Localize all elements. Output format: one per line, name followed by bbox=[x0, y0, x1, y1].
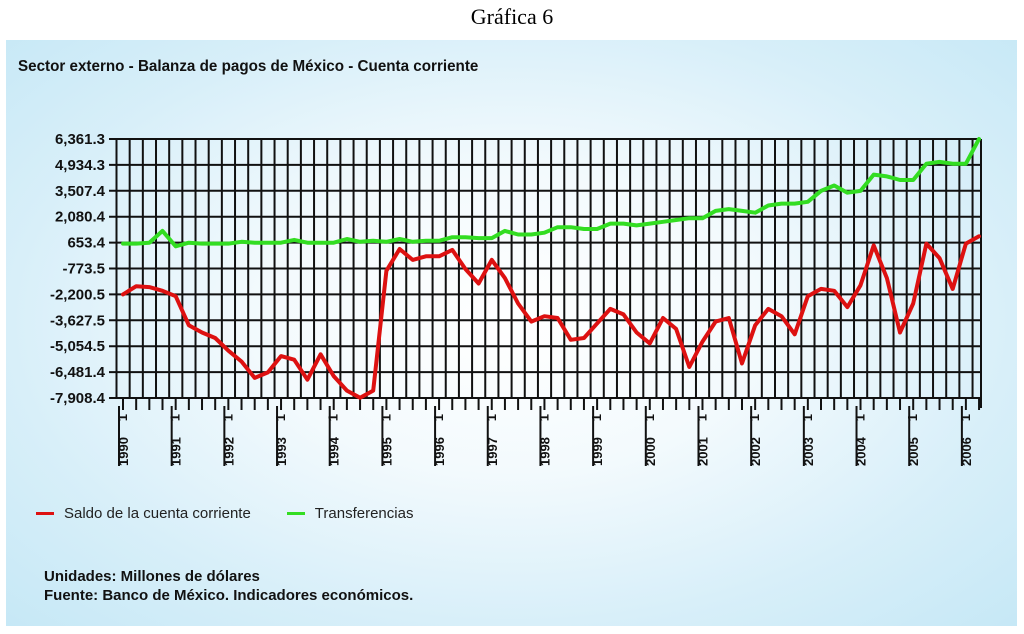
chart-notes: Unidades: Millones de dólares Fuente: Ba… bbox=[44, 567, 413, 605]
y-tick-label: -773.5 bbox=[62, 261, 105, 278]
x-quarter-label: 1 bbox=[326, 414, 341, 421]
x-axis-ticks: 1 1990 1 1991 1 1992 1 1993 1 1994 1 1995 1 1996 1 1997… bbox=[115, 398, 981, 466]
x-quarter-label: 1 bbox=[747, 414, 762, 421]
x-year-label: 1990 bbox=[116, 437, 131, 466]
x-quarter-label: 1 bbox=[484, 414, 499, 421]
x-year-label: 1994 bbox=[327, 436, 342, 466]
legend-item-saldo: Saldo de la cuenta corriente bbox=[36, 505, 251, 522]
x-year-label: 2000 bbox=[643, 437, 658, 466]
x-quarter-label: 1 bbox=[536, 414, 551, 421]
x-quarter-label: 1 bbox=[273, 414, 288, 421]
x-quarter-label: 1 bbox=[642, 414, 657, 421]
x-year-label: 2005 bbox=[906, 437, 921, 466]
x-quarter-label: 1 bbox=[378, 414, 393, 421]
x-year-label: 1996 bbox=[432, 437, 447, 466]
x-quarter-label: 1 bbox=[800, 414, 815, 421]
y-tick-label: 3,507.4 bbox=[55, 183, 106, 200]
x-year-label: 1993 bbox=[274, 437, 289, 466]
x-year-label: 1992 bbox=[221, 437, 236, 466]
x-year-label: 2001 bbox=[695, 437, 710, 466]
x-quarter-label: 1 bbox=[220, 414, 235, 421]
legend-swatch-transferencias bbox=[286, 512, 305, 515]
x-year-label: 1991 bbox=[169, 437, 184, 466]
units-note: Unidades: Millones de dólares bbox=[44, 568, 260, 585]
series-lines bbox=[121, 137, 981, 400]
legend-swatch-saldo bbox=[36, 512, 54, 515]
x-quarter-label: 1 bbox=[168, 414, 183, 421]
x-year-label: 1997 bbox=[485, 437, 500, 466]
x-year-label: 2006 bbox=[959, 437, 974, 466]
y-tick-label: 653.4 bbox=[67, 235, 105, 252]
x-quarter-label: 1 bbox=[431, 414, 446, 421]
series-line-saldo bbox=[121, 234, 981, 400]
y-tick-label: 4,934.3 bbox=[55, 157, 105, 174]
x-year-label: 2002 bbox=[748, 437, 763, 466]
x-year-label: 2004 bbox=[854, 436, 869, 466]
x-year-label: 1995 bbox=[379, 437, 394, 466]
x-year-label: 1999 bbox=[590, 437, 605, 466]
y-tick-label: -2,200.5 bbox=[50, 286, 105, 303]
x-quarter-label: 1 bbox=[853, 414, 868, 421]
y-axis-ticks: 6,361.3 4,934.3 3,507.4 2,080.4 653.4 -773.5 -… bbox=[50, 131, 106, 407]
y-tick-label: -7,908.4 bbox=[50, 390, 106, 407]
legend-item-transferencias: Transferencias bbox=[286, 505, 414, 522]
y-tick-label: -5,054.5 bbox=[50, 338, 105, 355]
x-year-label: 2003 bbox=[801, 437, 816, 466]
legend: Saldo de la cuenta corriente Transferenc… bbox=[36, 505, 435, 522]
x-quarter-label: 1 bbox=[115, 414, 130, 421]
chart-title: Sector externo - Balanza de pagos de Méx… bbox=[18, 58, 479, 75]
legend-label-saldo: Saldo de la cuenta corriente bbox=[64, 505, 251, 522]
y-tick-label: 2,080.4 bbox=[55, 209, 106, 226]
x-quarter-label: 1 bbox=[958, 414, 973, 421]
legend-label-transferencias: Transferencias bbox=[314, 505, 414, 522]
series-line-transferencias bbox=[121, 137, 981, 249]
x-quarter-label: 1 bbox=[905, 414, 920, 421]
source-note: Fuente: Banco de México. Indicadores eco… bbox=[44, 587, 414, 604]
y-tick-label: 6,361.3 bbox=[55, 131, 105, 148]
y-tick-label: -6,481.4 bbox=[50, 364, 106, 381]
x-quarter-label: 1 bbox=[589, 414, 604, 421]
figure-caption: Gráfica 6 bbox=[470, 4, 554, 29]
x-year-label: 1998 bbox=[537, 437, 552, 466]
grid bbox=[109, 138, 982, 408]
x-quarter-label: 1 bbox=[694, 414, 709, 421]
y-tick-label: -3,627.5 bbox=[50, 312, 105, 329]
